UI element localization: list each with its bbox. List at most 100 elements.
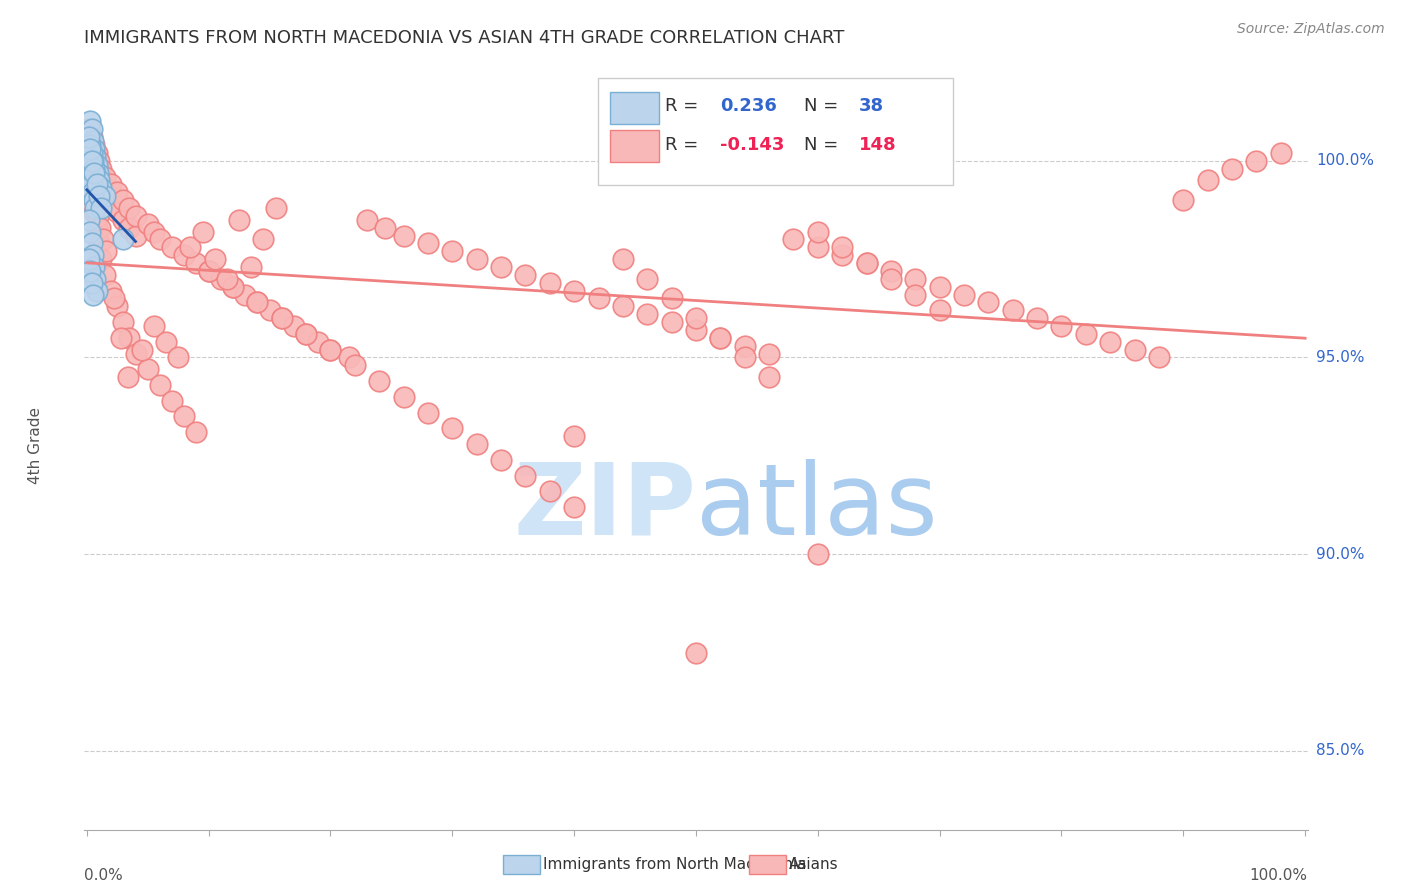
- Point: [82, 186, 104, 200]
- Point: [392, 390, 415, 404]
- Point: [79, 142, 101, 156]
- Point: [86, 158, 108, 172]
- Point: [356, 212, 378, 227]
- Point: [160, 240, 183, 254]
- Point: [86, 158, 108, 172]
- Point: [87, 153, 110, 168]
- Point: [928, 303, 950, 318]
- Point: [734, 339, 756, 353]
- Point: [80, 178, 103, 192]
- Point: [343, 359, 366, 373]
- Point: [118, 220, 141, 235]
- Point: [392, 228, 415, 243]
- Point: [215, 272, 238, 286]
- Point: [83, 260, 105, 274]
- Point: [80, 276, 103, 290]
- Text: 100.0%: 100.0%: [1316, 153, 1374, 169]
- Point: [538, 484, 561, 499]
- Point: [94, 268, 117, 282]
- Point: [80, 122, 103, 136]
- Text: R =: R =: [665, 136, 704, 153]
- Point: [465, 437, 488, 451]
- Point: [94, 189, 117, 203]
- Point: [368, 374, 391, 388]
- Point: [1220, 161, 1243, 176]
- Point: [100, 284, 122, 298]
- Point: [307, 334, 329, 349]
- Point: [636, 272, 658, 286]
- Text: N =: N =: [804, 136, 844, 153]
- Text: 148: 148: [859, 136, 896, 153]
- Point: [112, 193, 135, 207]
- Point: [1123, 343, 1146, 357]
- Point: [100, 178, 122, 192]
- Point: [149, 378, 172, 392]
- Point: [186, 256, 208, 270]
- Point: [89, 220, 111, 235]
- Point: [86, 284, 108, 298]
- Text: -0.143: -0.143: [720, 136, 785, 153]
- Point: [91, 232, 114, 246]
- Point: [84, 272, 107, 286]
- Text: Source: ZipAtlas.com: Source: ZipAtlas.com: [1237, 22, 1385, 37]
- Point: [136, 362, 159, 376]
- Point: [465, 252, 488, 267]
- Point: [416, 406, 439, 420]
- Point: [880, 264, 903, 278]
- Point: [87, 189, 110, 203]
- Point: [661, 315, 683, 329]
- Point: [295, 326, 318, 341]
- Point: [259, 303, 281, 318]
- Point: [117, 370, 139, 384]
- Point: [709, 331, 731, 345]
- Point: [118, 201, 141, 215]
- FancyBboxPatch shape: [610, 92, 659, 124]
- Point: [131, 343, 153, 357]
- Point: [1197, 173, 1219, 187]
- Point: [105, 299, 128, 313]
- Point: [1001, 303, 1024, 318]
- Point: [636, 307, 658, 321]
- Point: [105, 205, 128, 219]
- Point: [142, 318, 165, 333]
- Point: [588, 292, 610, 306]
- Point: [160, 393, 183, 408]
- Text: 85.0%: 85.0%: [1316, 743, 1364, 758]
- Point: [246, 295, 269, 310]
- FancyBboxPatch shape: [610, 130, 659, 162]
- Point: [105, 186, 128, 200]
- Point: [831, 240, 853, 254]
- Text: Asians: Asians: [789, 857, 838, 871]
- Point: [90, 173, 112, 187]
- Point: [100, 197, 122, 211]
- Point: [1026, 311, 1049, 326]
- Point: [80, 134, 103, 148]
- Point: [685, 311, 707, 326]
- Point: [86, 178, 108, 192]
- Point: [77, 252, 100, 267]
- Point: [80, 153, 103, 168]
- Point: [489, 452, 512, 467]
- Point: [807, 225, 830, 239]
- Point: [855, 256, 877, 270]
- Point: [112, 315, 135, 329]
- Point: [87, 165, 110, 179]
- Point: [77, 122, 100, 136]
- Point: [831, 248, 853, 262]
- Point: [928, 279, 950, 293]
- Point: [319, 343, 342, 357]
- Point: [118, 331, 141, 345]
- Point: [87, 165, 110, 179]
- Point: [112, 232, 135, 246]
- Point: [1246, 153, 1268, 168]
- Point: [855, 256, 877, 270]
- Point: [283, 318, 305, 333]
- Point: [82, 142, 104, 156]
- Point: [252, 232, 274, 246]
- Point: [270, 311, 292, 326]
- Point: [612, 299, 634, 313]
- Text: Immigrants from North Macedonia: Immigrants from North Macedonia: [543, 857, 806, 871]
- Point: [807, 240, 830, 254]
- Point: [173, 248, 195, 262]
- Point: [83, 150, 105, 164]
